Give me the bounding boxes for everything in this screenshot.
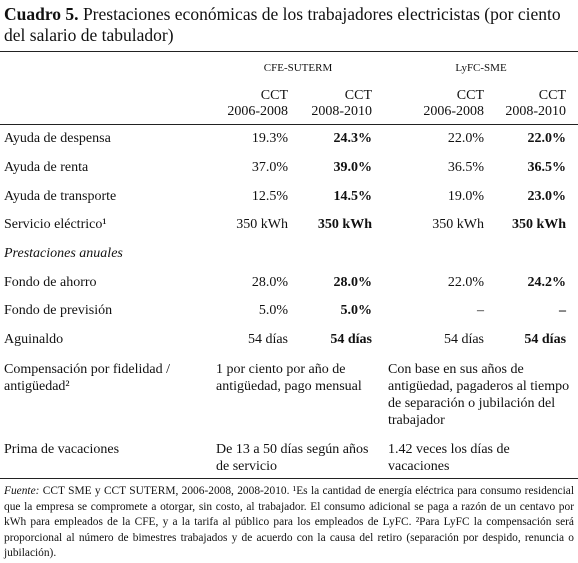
value-cell: 22.0% xyxy=(447,131,484,147)
row-label: Aguinaldo xyxy=(4,332,64,348)
value-cell: 22.0% xyxy=(527,131,567,147)
value-cell: 36.5% xyxy=(527,160,567,176)
value-cell: 350 kWh xyxy=(432,217,484,233)
value-cell: 5.0% xyxy=(340,303,373,319)
value-cell: 14.5% xyxy=(333,188,373,204)
row-label: Servicio eléctrico¹ xyxy=(4,217,107,233)
value-cell: 28.0% xyxy=(333,274,373,290)
column-header-line: CCT xyxy=(538,88,567,103)
value-cell: 54 días xyxy=(330,332,372,348)
value-cell: 54 días xyxy=(443,332,484,348)
value-cell: 36.5% xyxy=(447,160,484,176)
column-header: CCT 2008-2010 xyxy=(496,84,578,125)
value-cell: 350 kWh xyxy=(236,217,288,233)
text-cell: De 13 a 50 días según años de servicio xyxy=(216,441,369,474)
text-cell: Con base en sus años de antigüedad, paga… xyxy=(388,361,570,428)
title-label: Cuadro 5. xyxy=(4,4,79,24)
cell xyxy=(0,52,212,84)
text-row: Prima de vacaciones De 13 a 50 días según… xyxy=(0,435,578,483)
text-cell: 1 por ciento por año de antigüedad, pago… xyxy=(216,361,362,394)
value-cell: 37.0% xyxy=(251,160,288,176)
value-cell: 24.3% xyxy=(333,131,373,147)
rule xyxy=(0,478,578,479)
title-text: Prestaciones económicas de los trabajado… xyxy=(4,4,561,45)
row-label: Compensación por fidelidad / antigüedad² xyxy=(4,361,171,394)
column-header-line: CCT xyxy=(456,88,484,103)
column-header-line: 2006-2008 xyxy=(227,104,288,119)
row-label: Prima de vacaciones xyxy=(4,441,120,457)
value-cell: 350 kWh xyxy=(511,217,567,233)
value-cell: 5.0% xyxy=(258,303,288,319)
value-cell: 12.5% xyxy=(251,188,288,204)
row-label: Ayuda de renta xyxy=(4,160,89,176)
value-cell: 54 días xyxy=(524,332,567,348)
row: Fondo de previsión 5.0% 5.0% – – xyxy=(0,297,578,326)
row: Ayuda de despensa 19.3% 24.3% 22.0% 22.0% xyxy=(0,125,578,154)
row: Aguinaldo 54 días 54 días 54 días 54 días xyxy=(0,326,578,355)
row: Servicio eléctrico¹ 350 kWh 350 kWh 350 kWh… xyxy=(0,211,578,240)
column-header: CCT 2006-2008 xyxy=(384,84,496,125)
column-header-line: 2008-2010 xyxy=(505,104,567,119)
group-row: CFE-SUTERM LyFC-SME xyxy=(0,52,578,84)
row-label: Ayuda de despensa xyxy=(4,131,111,147)
footnote: Fuente: CCT SME y CCT SUTERM, 2006-2008,… xyxy=(4,484,574,562)
row: Fondo de ahorro 28.0% 28.0% 22.0% 24.2% xyxy=(0,268,578,297)
column-header-row: CCT 2006-2008 CCT 2008-2010 CCT 2006-2008 CCT 2… xyxy=(0,84,578,125)
table: CFE-SUTERM LyFC-SME CCT 2006-2008 CCT 2008-… xyxy=(0,52,578,483)
row-label: Fondo de ahorro xyxy=(4,274,97,290)
title: Cuadro 5. Prestaciones económicas de los… xyxy=(4,4,574,46)
column-header-line: 2006-2008 xyxy=(423,104,484,119)
value-cell: – xyxy=(477,303,484,319)
group-header: CFE-SUTERM xyxy=(263,62,333,74)
value-cell: 24.2% xyxy=(527,274,567,290)
row: Ayuda de transporte 12.5% 14.5% 19.0% 23.0% xyxy=(0,182,578,211)
text-row: Compensación por fidelidad / antigüedad²… xyxy=(0,355,578,435)
value-cell: 19.3% xyxy=(251,131,288,147)
column-header-line: CCT xyxy=(260,88,288,103)
value-cell: 28.0% xyxy=(251,274,288,290)
row: Ayuda de renta 37.0% 39.0% 36.5% 36.5% xyxy=(0,154,578,183)
text-cell: 1.42 veces los días de vacaciones xyxy=(388,441,510,474)
footnote-label: Fuente: xyxy=(4,485,40,497)
group-header: LyFC-SME xyxy=(455,62,507,74)
column-header: CCT 2006-2008 xyxy=(212,84,300,125)
rule xyxy=(0,51,578,52)
footnote-text: CCT SME y CCT SUTERM, 2006-2008, 2008-20… xyxy=(4,485,574,560)
value-cell: 19.0% xyxy=(447,188,484,204)
value-cell: 350 kWh xyxy=(317,217,372,233)
value-cell: 22.0% xyxy=(447,274,484,290)
row-label: Ayuda de transporte xyxy=(4,188,117,204)
section-row: Prestaciones anuales xyxy=(0,240,578,269)
value-cell: – xyxy=(559,303,567,319)
column-header-line: CCT xyxy=(344,88,372,103)
row-label: Fondo de previsión xyxy=(4,303,113,319)
value-cell: 39.0% xyxy=(333,160,373,176)
value-cell: 23.0% xyxy=(527,188,567,204)
column-header-line: 2008-2010 xyxy=(311,104,372,119)
value-cell: 54 días xyxy=(247,332,288,348)
cell xyxy=(0,84,212,125)
section-label: Prestaciones anuales xyxy=(4,246,123,262)
column-header: CCT 2008-2010 xyxy=(300,84,384,125)
